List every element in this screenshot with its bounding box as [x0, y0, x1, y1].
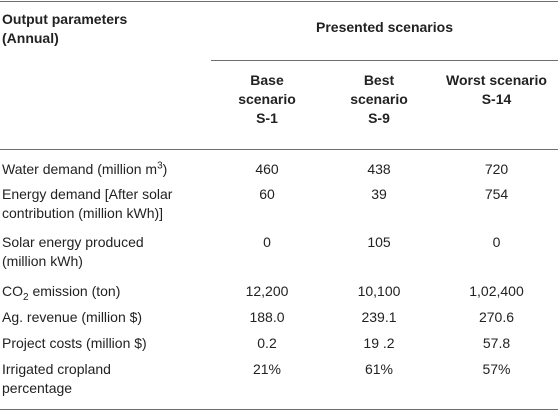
table-cell: 12,200	[245, 283, 289, 299]
row-label-text-end: emission (ton)	[28, 283, 121, 299]
scenario-line3: S-1	[256, 110, 278, 126]
scenario-line2: scenario	[350, 91, 408, 107]
row-label-water-demand: Water demand (million m3)	[2, 160, 212, 179]
header-bottom-rule	[0, 149, 558, 150]
row-label-solar-energy: Solar energy produced (million kWh)	[2, 233, 212, 271]
table-cell: 754	[484, 186, 509, 202]
row-label-text: Irrigated cropland	[2, 361, 111, 377]
presented-scenarios-header: Presented scenarios	[316, 19, 453, 35]
table-cell: 57%	[482, 361, 511, 377]
scenario-header-worst: Worst scenario S-14	[435, 71, 558, 109]
table-cell: 0	[492, 234, 501, 250]
scenario-header-base: Base scenario S-1	[211, 71, 323, 128]
table-cell: 720	[484, 161, 509, 177]
scenario-line3: S-9	[368, 110, 390, 126]
row-label-text-line2: contribution (million kWh)]	[2, 205, 164, 221]
table-cell: 57.8	[482, 335, 511, 351]
table-cell: 10,100	[357, 283, 401, 299]
row-label-energy-demand: Energy demand [After solar contribution …	[2, 185, 212, 223]
table-cell: 0	[263, 234, 271, 250]
output-parameters-line2: (Annual)	[2, 30, 59, 46]
scenario-line1: Best	[363, 72, 395, 88]
table-cell: 460	[255, 161, 279, 177]
table-cell: 19 .2	[363, 335, 395, 351]
scenario-line1: Base	[250, 72, 284, 88]
table-cell: 61%	[364, 361, 394, 377]
table-cell: 60	[259, 186, 275, 202]
row-label-project-costs: Project costs (million $)	[2, 335, 147, 351]
table-bottom-rule	[0, 409, 558, 410]
row-label-text-line2: percentage	[2, 380, 73, 396]
table-cell: 105	[367, 234, 391, 250]
table-top-rule	[0, 1, 558, 2]
table-cell: 438	[367, 161, 391, 177]
output-parameters-header: Output parameters (Annual)	[2, 10, 202, 48]
row-label-superscript: 3	[157, 160, 163, 172]
scenario-line1: Worst scenario	[446, 72, 547, 88]
scenario-header-best: Best scenario S-9	[323, 71, 435, 128]
row-label-text: Water demand (million m	[2, 161, 158, 177]
output-parameters-line1: Output parameters	[2, 11, 128, 27]
row-label-text: Solar energy produced	[2, 234, 144, 250]
table-cell: 270.6	[478, 309, 515, 325]
row-label-ag-revenue: Ag. revenue (million $)	[2, 309, 143, 325]
row-label-co2-emission: CO2 emission (ton)	[2, 282, 212, 303]
scenario-header-rule	[211, 60, 558, 61]
table-cell: 39	[371, 186, 387, 202]
table-cell: 1,02,400	[469, 283, 524, 299]
row-label-text-end: )	[162, 161, 168, 177]
table-cell: 239.1	[361, 309, 397, 325]
row-label-text: Energy demand [After solar	[2, 186, 173, 202]
table-cell: 0.2	[257, 335, 277, 351]
row-label-subscript: 2	[23, 291, 29, 303]
row-label-irrigated-cropland: Irrigated cropland percentage	[2, 360, 212, 398]
table-cell: 21%	[252, 361, 282, 377]
row-label-text-line2: (million kWh)	[2, 253, 83, 269]
table-cell: 188.0	[249, 309, 285, 325]
scenario-line2: S-14	[481, 91, 512, 107]
scenario-line2: scenario	[238, 91, 296, 107]
row-label-text: CO	[2, 283, 23, 299]
